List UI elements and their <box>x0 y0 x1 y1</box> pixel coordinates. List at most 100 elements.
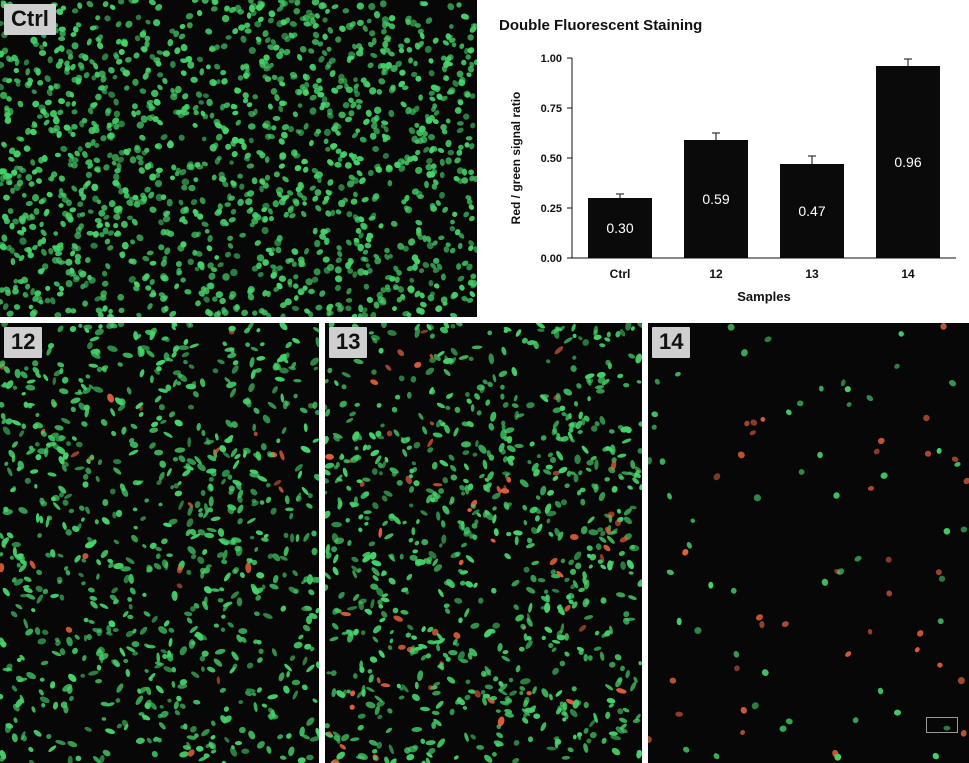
cell <box>279 367 289 374</box>
cell <box>414 540 420 546</box>
cell <box>414 323 420 331</box>
cell <box>299 407 308 414</box>
cell <box>421 538 429 546</box>
cell <box>102 227 109 235</box>
cell <box>412 549 418 554</box>
cell <box>475 440 479 448</box>
cell <box>422 130 428 137</box>
cell <box>213 623 219 628</box>
cell <box>364 608 372 614</box>
cell <box>63 705 69 714</box>
cell <box>425 163 433 171</box>
cell <box>81 581 86 586</box>
cell <box>132 651 139 656</box>
cell <box>583 653 588 662</box>
cell <box>552 667 559 675</box>
cell <box>526 537 533 544</box>
cell <box>616 688 627 694</box>
cell <box>7 467 13 477</box>
cell <box>274 94 280 102</box>
cell <box>564 633 569 641</box>
cell <box>308 288 315 295</box>
cell <box>866 395 874 402</box>
cell <box>294 165 302 172</box>
cell <box>324 101 331 108</box>
cell <box>500 393 505 400</box>
cell <box>552 420 560 429</box>
cell <box>372 337 378 344</box>
cell <box>100 290 107 298</box>
cell <box>210 735 216 740</box>
cell <box>388 253 393 259</box>
cell <box>270 39 276 46</box>
cell <box>559 405 566 412</box>
cell <box>334 474 343 484</box>
cell <box>454 157 461 164</box>
cell <box>325 435 329 445</box>
cell <box>100 135 107 142</box>
cell <box>632 718 641 724</box>
cell <box>556 630 563 637</box>
cell <box>246 557 252 564</box>
cell <box>428 133 435 141</box>
cell <box>625 323 632 331</box>
cell <box>118 150 125 156</box>
cell <box>303 532 310 542</box>
cell <box>478 597 484 604</box>
cell <box>443 368 451 377</box>
cell <box>430 205 437 212</box>
cell <box>302 158 309 164</box>
cell <box>456 263 462 270</box>
cell <box>71 42 79 50</box>
cell <box>135 155 144 161</box>
cell <box>197 556 205 564</box>
cell <box>785 718 793 725</box>
cell <box>330 144 336 150</box>
cell <box>51 650 62 657</box>
cell <box>258 58 265 65</box>
cell <box>300 210 307 218</box>
cell <box>400 101 407 108</box>
cell <box>530 527 538 535</box>
cell <box>648 736 652 744</box>
cell <box>107 245 114 251</box>
cell <box>346 180 355 188</box>
cell <box>283 49 291 56</box>
cell <box>384 756 390 763</box>
cell <box>253 407 260 414</box>
cell <box>313 173 320 179</box>
cell <box>582 339 589 346</box>
cell <box>436 402 446 409</box>
cell <box>378 78 386 85</box>
cell <box>345 518 350 523</box>
cell <box>686 541 692 549</box>
cell <box>551 639 561 644</box>
cell <box>749 430 757 436</box>
cell <box>50 549 56 558</box>
cell <box>102 305 108 312</box>
cell <box>378 527 383 538</box>
cell <box>83 617 89 623</box>
cell <box>34 290 42 297</box>
cell <box>468 204 475 210</box>
cell <box>88 670 99 676</box>
cell <box>54 425 64 431</box>
cell <box>504 708 513 714</box>
cell <box>554 501 562 508</box>
cell <box>345 305 352 312</box>
cell <box>199 68 205 76</box>
cell <box>108 91 116 98</box>
cell <box>502 456 508 463</box>
cell <box>371 567 380 576</box>
cell <box>168 627 175 633</box>
cell <box>428 58 434 64</box>
cell <box>311 547 318 556</box>
cell <box>306 664 315 673</box>
bar-ctrl <box>588 198 652 258</box>
cell <box>730 587 737 594</box>
cell <box>451 42 457 48</box>
cell <box>594 459 599 470</box>
cell <box>66 49 73 56</box>
cell <box>201 666 205 672</box>
cell <box>556 570 564 578</box>
